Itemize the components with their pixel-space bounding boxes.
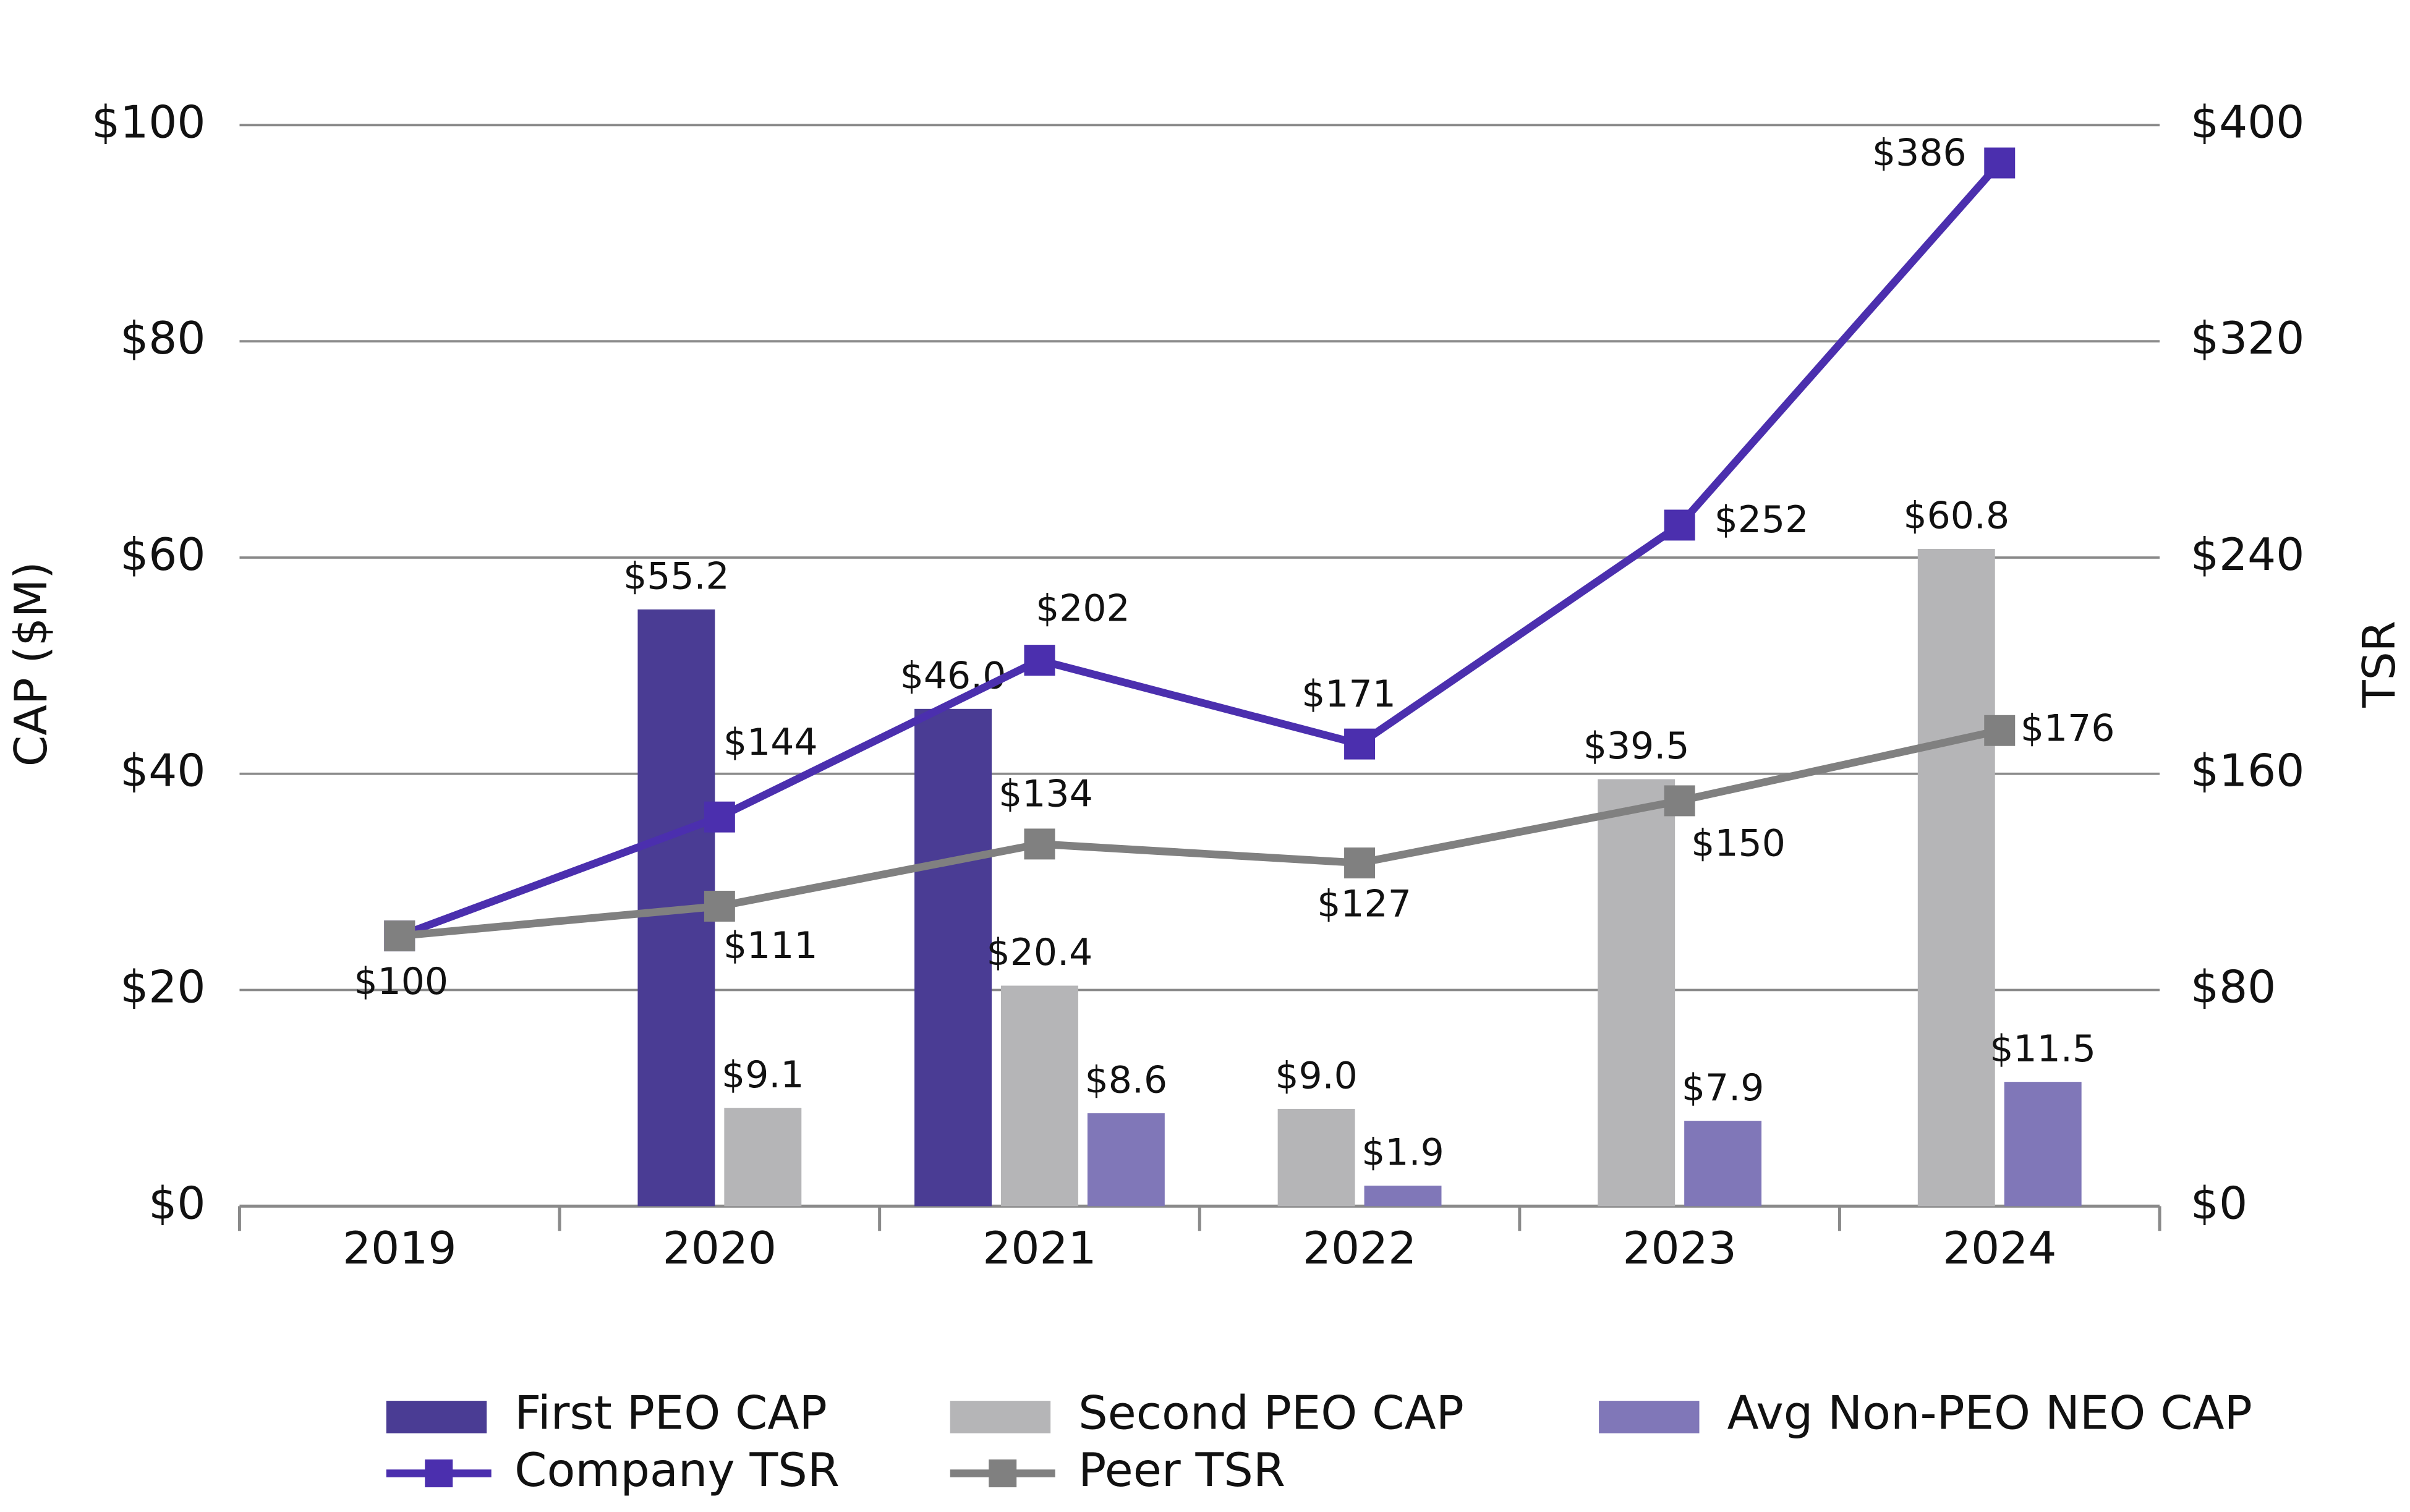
line-value-label: $100 bbox=[354, 960, 448, 1003]
bar-value-label: $1.9 bbox=[1361, 1131, 1444, 1174]
line-marker bbox=[1984, 147, 2016, 179]
line-marker bbox=[1984, 715, 2016, 746]
legend-label: Peer TSR bbox=[1078, 1443, 1285, 1497]
line-marker bbox=[704, 801, 735, 833]
line-marker bbox=[1664, 785, 1695, 817]
legend-marker bbox=[425, 1459, 453, 1488]
line-marker bbox=[384, 920, 415, 952]
legend-label: Second PEO CAP bbox=[1078, 1386, 1464, 1440]
bar bbox=[1277, 1108, 1355, 1207]
bar-value-label: $20.4 bbox=[987, 931, 1093, 974]
legend-label: Company TSR bbox=[514, 1443, 840, 1497]
line-value-label: $252 bbox=[1714, 498, 1809, 542]
bar bbox=[1364, 1186, 1442, 1207]
legend-marker bbox=[989, 1459, 1017, 1488]
bar-value-label: $60.8 bbox=[1903, 495, 2009, 538]
legend-label: First PEO CAP bbox=[514, 1386, 827, 1440]
line-marker bbox=[1344, 728, 1376, 760]
y2-tick-label: $160 bbox=[2191, 745, 2304, 797]
line bbox=[398, 160, 2003, 940]
x-tick-label: 2022 bbox=[1303, 1223, 1416, 1275]
bar bbox=[2004, 1082, 2082, 1207]
line-value-label: $202 bbox=[1036, 587, 1130, 631]
y-axis-label: CAP ($M) bbox=[6, 561, 57, 767]
line bbox=[399, 726, 2001, 940]
line-value-label: $111 bbox=[723, 924, 818, 967]
y2-tick-label: $400 bbox=[2191, 96, 2304, 148]
y-tick-label: $40 bbox=[120, 745, 205, 797]
x-tick-label: 2023 bbox=[1622, 1223, 1736, 1275]
y2-axis-label: TSR bbox=[2354, 621, 2406, 708]
line-marker bbox=[1664, 509, 1695, 541]
y-tick-label: $80 bbox=[120, 313, 205, 365]
bar-value-label: $9.0 bbox=[1275, 1055, 1358, 1098]
line-marker bbox=[1024, 828, 1055, 860]
bar bbox=[914, 708, 992, 1207]
line-value-label: $386 bbox=[1872, 132, 1967, 175]
bar-value-label: $46.0 bbox=[900, 654, 1007, 697]
y-tick-label: $100 bbox=[92, 96, 205, 148]
y-tick-label: $0 bbox=[148, 1178, 205, 1230]
bar bbox=[1000, 985, 1078, 1207]
bar-value-label: $11.5 bbox=[1990, 1027, 2096, 1071]
x-tick-label: 2024 bbox=[1943, 1223, 2056, 1275]
y2-tick-label: $320 bbox=[2191, 313, 2304, 365]
bar bbox=[1598, 779, 1676, 1207]
y-tick-label: $20 bbox=[120, 962, 205, 1014]
bar-value-label: $55.2 bbox=[623, 555, 730, 598]
bar-value-label: $8.6 bbox=[1085, 1059, 1168, 1102]
legend-swatch bbox=[950, 1401, 1051, 1433]
line-marker bbox=[1024, 645, 1055, 676]
line-marker bbox=[1344, 847, 1376, 879]
legend-label: Avg Non-PEO NEO CAP bbox=[1727, 1386, 2252, 1440]
line-value-label: $176 bbox=[2020, 707, 2115, 750]
bar bbox=[724, 1108, 802, 1207]
bar bbox=[1087, 1113, 1165, 1207]
bar bbox=[1684, 1121, 1762, 1207]
legend-swatch bbox=[1599, 1401, 1700, 1433]
x-tick-label: 2021 bbox=[982, 1223, 1096, 1275]
line-value-label: $134 bbox=[998, 773, 1093, 816]
line-value-label: $144 bbox=[723, 721, 818, 764]
x-tick-label: 2019 bbox=[343, 1223, 456, 1275]
bar-value-label: $9.1 bbox=[722, 1053, 804, 1097]
y2-tick-label: $0 bbox=[2191, 1178, 2247, 1230]
bar-value-label: $39.5 bbox=[1583, 724, 1690, 768]
line-value-label: $127 bbox=[1317, 883, 1412, 926]
line-value-label: $150 bbox=[1691, 822, 1786, 865]
line-value-label: $171 bbox=[1301, 673, 1396, 716]
y2-tick-label: $240 bbox=[2191, 529, 2304, 581]
x-tick-label: 2020 bbox=[663, 1223, 777, 1275]
legend-swatch bbox=[386, 1401, 487, 1433]
bar-value-label: $7.9 bbox=[1682, 1066, 1765, 1110]
line-marker bbox=[704, 890, 735, 922]
y-tick-label: $60 bbox=[120, 529, 205, 581]
bar bbox=[1917, 548, 1995, 1207]
y2-tick-label: $80 bbox=[2191, 962, 2276, 1014]
